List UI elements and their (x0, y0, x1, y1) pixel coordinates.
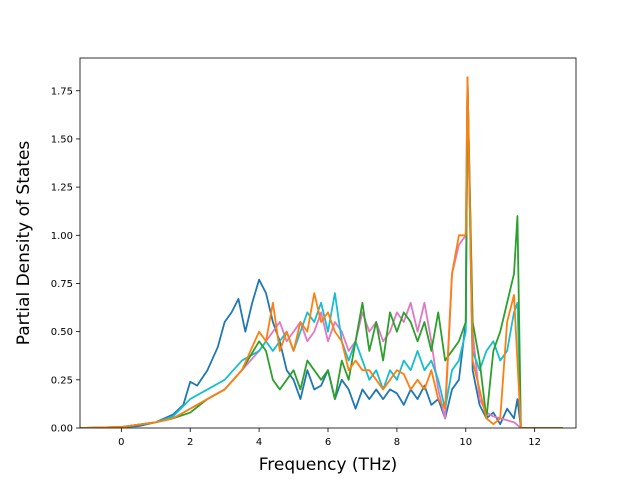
y-tick-label: 0.50 (51, 327, 73, 338)
x-tick-label: 6 (325, 437, 331, 448)
series-line-3 (80, 80, 564, 428)
y-tick-label: 1.00 (51, 231, 73, 242)
series-line-1 (80, 76, 564, 428)
y-tick-label: 0.00 (51, 424, 73, 435)
y-axis: 0.00 0.25 0.50 0.75 1.00 1.25 1.50 1.75 (51, 86, 80, 435)
y-axis-label: Partial Density of States (14, 141, 34, 346)
y-tick-label: 1.50 (51, 134, 73, 145)
x-tick-label: 4 (256, 437, 262, 448)
x-tick-label: 12 (528, 437, 541, 448)
x-axis: 0 2 4 6 8 10 12 (118, 428, 541, 448)
plot-area (79, 57, 577, 429)
x-tick-label: 0 (118, 437, 124, 448)
x-tick-label: 10 (459, 437, 472, 448)
x-tick-label: 2 (187, 437, 193, 448)
series-group (80, 76, 564, 428)
y-tick-label: 1.75 (51, 86, 73, 97)
y-tick-label: 0.75 (51, 279, 73, 290)
series-line-5 (80, 76, 564, 428)
y-tick-label: 0.25 (51, 375, 73, 386)
x-axis-label: Frequency (THz) (259, 455, 398, 475)
series-line-4 (80, 80, 564, 428)
x-tick-label: 8 (394, 437, 400, 448)
y-tick-label: 1.25 (51, 183, 73, 194)
